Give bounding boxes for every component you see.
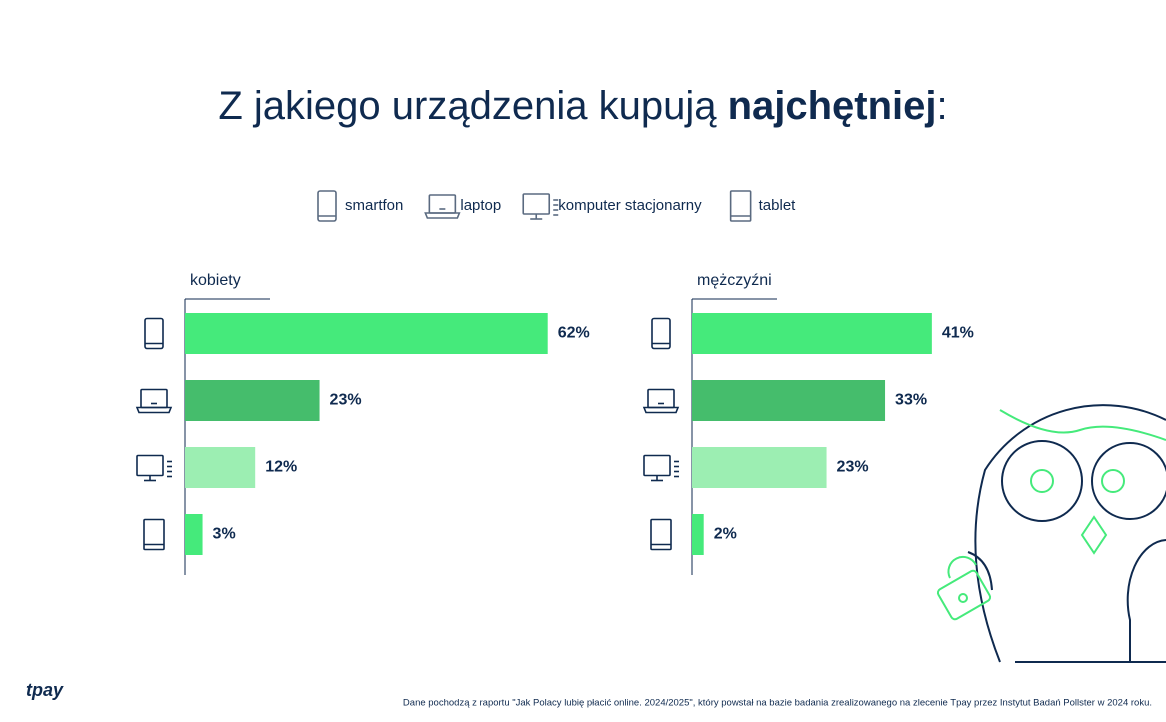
value-label: 23% <box>330 392 362 409</box>
owl-illustration <box>936 404 1166 663</box>
owl-feather <box>967 551 993 591</box>
icon-shape <box>642 406 680 414</box>
owl-pupil <box>1101 469 1125 493</box>
device-icon <box>643 454 679 482</box>
icon-shape <box>522 193 551 215</box>
value-label: 3% <box>213 526 236 543</box>
icon-shape <box>140 388 168 409</box>
icon-shape <box>317 190 337 222</box>
icon-shape <box>135 406 173 414</box>
icon-shape <box>651 317 671 350</box>
icon-shape <box>650 518 672 551</box>
owl-eye <box>1091 442 1166 520</box>
bar <box>692 447 827 488</box>
device-icon <box>424 194 461 219</box>
lock-hole <box>958 593 968 603</box>
device-icon <box>135 388 173 414</box>
legend-label: laptop <box>460 197 501 214</box>
value-label: 2% <box>714 526 737 543</box>
lock-icon <box>936 569 992 621</box>
owl-wing <box>1126 539 1166 662</box>
icon-shape <box>428 194 457 214</box>
device-icon <box>729 190 752 222</box>
legend-label: smartfon <box>345 197 403 214</box>
device-icon <box>136 454 172 482</box>
value-label: 23% <box>837 459 869 476</box>
bar <box>185 514 203 555</box>
device-icon <box>650 518 672 551</box>
source-note: Dane pochodzą z raportu "Jak Polacy lubi… <box>403 698 1152 709</box>
chart-subtitle: mężczyźni <box>697 272 772 289</box>
bar <box>692 514 704 555</box>
device-icon <box>522 193 559 220</box>
title-bold: najchętniej <box>728 84 937 128</box>
device-icon <box>642 388 680 414</box>
bar <box>692 380 886 421</box>
owl-beak <box>1080 515 1108 555</box>
legend-label: komputer stacjonarny <box>558 197 702 214</box>
device-icon <box>144 317 164 350</box>
title-regular: Z jakiego urządzenia kupują <box>218 84 727 128</box>
device-icon <box>317 190 337 222</box>
owl-eye <box>1001 440 1083 522</box>
value-label: 62% <box>558 325 590 342</box>
icon-shape <box>144 317 164 350</box>
owl-brow <box>999 409 1166 441</box>
icon-shape <box>136 454 164 477</box>
lock-shackle <box>947 555 977 579</box>
title: Z jakiego urządzenia kupują najchętniej: <box>218 84 947 128</box>
logo: tpay <box>26 680 64 700</box>
value-label: 12% <box>265 459 297 476</box>
device-icon <box>651 317 671 350</box>
icon-shape <box>647 388 675 409</box>
value-label: 33% <box>895 392 927 409</box>
owl-pupil <box>1030 469 1054 493</box>
chart-subtitle: kobiety <box>190 272 241 289</box>
bar <box>185 447 256 488</box>
icon-shape <box>643 454 671 477</box>
icon-shape <box>143 518 165 551</box>
value-label: 41% <box>942 325 974 342</box>
bar <box>692 313 932 354</box>
bar <box>185 313 548 354</box>
icon-shape <box>729 190 752 222</box>
title-end: : <box>937 84 948 128</box>
bar <box>185 380 320 421</box>
icon-shape <box>424 212 461 219</box>
legend-label: tablet <box>759 197 797 214</box>
device-icon <box>143 518 165 551</box>
owl-body <box>974 404 1166 663</box>
